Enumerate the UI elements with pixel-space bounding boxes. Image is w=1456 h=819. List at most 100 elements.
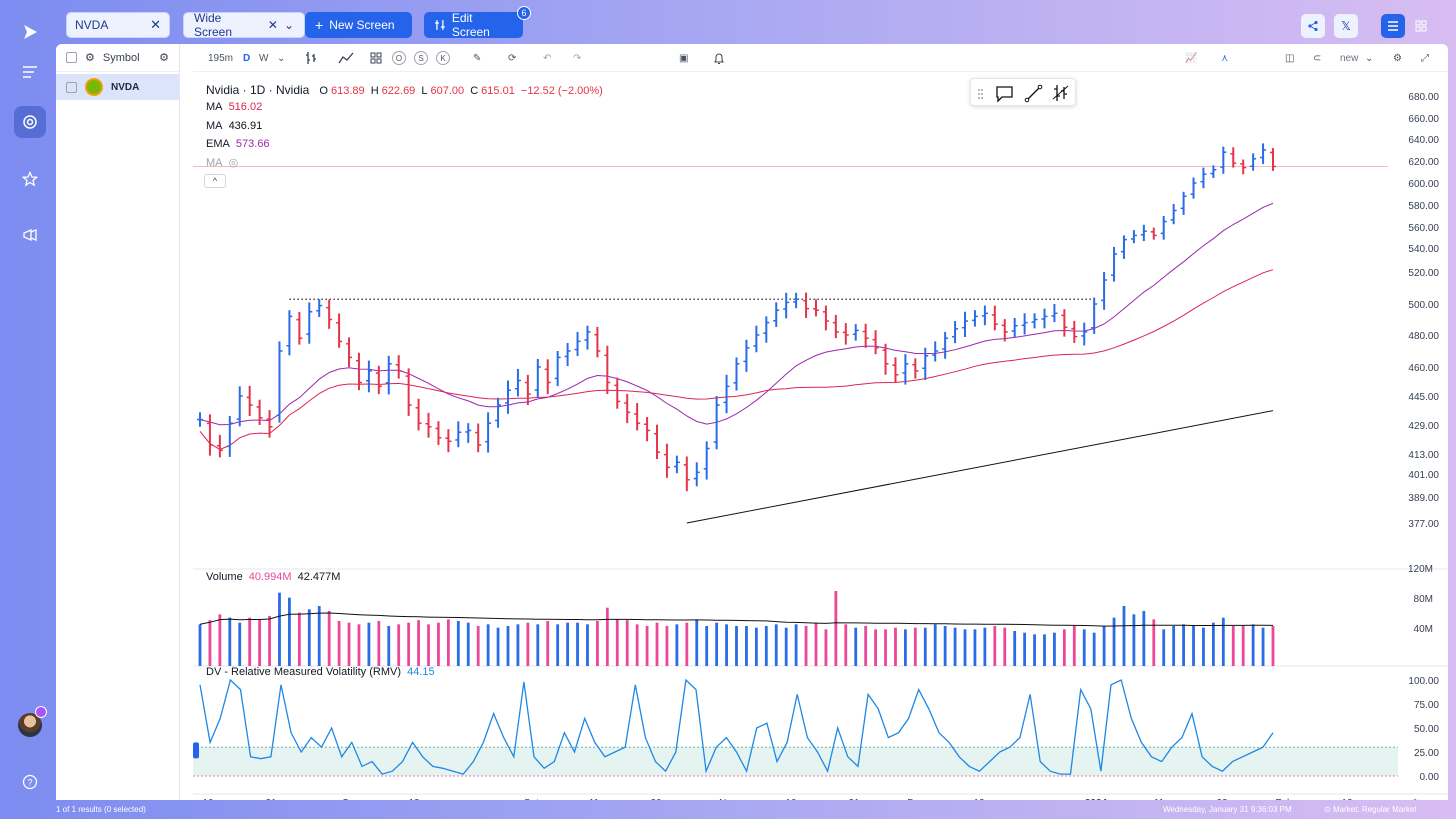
volume-bar xyxy=(278,592,281,666)
volume-bar xyxy=(1053,632,1056,666)
volume-bar xyxy=(665,626,669,666)
volume-bar xyxy=(1221,617,1225,666)
select-all-checkbox[interactable] xyxy=(66,52,77,63)
sliders-icon xyxy=(434,20,445,30)
compare-icon[interactable]: ⋏ xyxy=(1221,52,1229,64)
interval-195m[interactable]: 195m xyxy=(208,52,234,64)
fullscreen-icon[interactable]: ⤢ xyxy=(1421,52,1429,64)
volume-bar xyxy=(258,619,262,666)
price-tick-label: 500.00 xyxy=(1408,300,1439,311)
top-bar: NVDA ✕ Wide Screen ✕ ⌄ + New Screen Edit… xyxy=(56,0,1456,48)
legend-ma1: MA 516.02 xyxy=(206,101,265,113)
volume-bar xyxy=(596,621,599,666)
volume-bar xyxy=(715,622,719,666)
price-tick-label: 389.00 xyxy=(1408,493,1439,504)
settings-icon[interactable]: ⚙ xyxy=(85,52,95,64)
axis-settings-icon[interactable]: ⚙ xyxy=(1410,797,1420,800)
new-screen-button[interactable]: + New Screen xyxy=(305,12,412,38)
ohlc-tool-icon[interactable] xyxy=(1052,85,1069,101)
clear-icon[interactable]: ✕ xyxy=(150,17,161,32)
star-icon[interactable] xyxy=(14,163,46,195)
list-item[interactable]: NVDA xyxy=(56,74,179,100)
interval-weekly[interactable]: W xyxy=(259,52,269,64)
logo-play-icon[interactable] xyxy=(14,16,46,48)
folder-icon[interactable]: ⊂ xyxy=(1313,52,1322,64)
volume-bar xyxy=(725,624,728,666)
refresh-icon[interactable]: ⟳ xyxy=(508,52,517,64)
redo-icon[interactable]: ↷ xyxy=(573,52,582,64)
ma-slow-line xyxy=(686,410,1274,524)
comment-tool-icon[interactable] xyxy=(996,86,1013,103)
layout-icon[interactable]: ◫ xyxy=(1285,52,1295,64)
menu-icon[interactable] xyxy=(14,56,46,88)
interval-daily[interactable]: D xyxy=(243,52,251,64)
s-button[interactable]: S xyxy=(414,51,428,65)
rmv-legend: DV - Relative Measured Volatility (RMV) … xyxy=(206,666,438,678)
volume-bar xyxy=(536,624,540,666)
symbol-column-header[interactable]: Symbol xyxy=(102,51,140,64)
collapse-legend-button[interactable]: ^ xyxy=(204,174,226,188)
undo-icon[interactable]: ↶ xyxy=(543,52,552,64)
drag-handle-icon[interactable] xyxy=(978,89,983,99)
screen-select[interactable]: Wide Screen ✕ ⌄ xyxy=(183,11,305,39)
volume-bar xyxy=(397,624,401,666)
chevron-down-icon[interactable]: ⌄ xyxy=(283,18,294,32)
volume-bar xyxy=(327,611,331,666)
chart-settings-icon[interactable]: ⚙ xyxy=(1393,52,1402,64)
legend-ema-value: 573.66 xyxy=(235,138,270,150)
rmv-low-band xyxy=(193,747,1398,776)
rmv-scroll-handle[interactable] xyxy=(193,742,199,759)
volume-bar xyxy=(1271,626,1275,666)
volume-bar xyxy=(466,622,470,666)
chart-view-icon[interactable]: 📈 xyxy=(1185,52,1198,64)
symbol-input[interactable]: NVDA ✕ xyxy=(66,12,170,38)
market-status-label: Market: Regular Market xyxy=(1332,805,1417,814)
x-tick-label: Oct xyxy=(523,798,539,800)
screener-radar-icon[interactable] xyxy=(14,106,46,138)
calendar-icon[interactable]: ▣ xyxy=(679,52,689,64)
column-settings-icon[interactable]: ⚙ xyxy=(159,52,169,64)
templates-icon[interactable] xyxy=(370,50,382,66)
layout-chevron-icon[interactable]: ⌄ xyxy=(1365,52,1374,64)
grid-view-icon[interactable] xyxy=(1409,14,1433,38)
edit-screen-button[interactable]: Edit Screen 6 xyxy=(424,6,531,39)
volume-bar xyxy=(933,624,937,666)
volume-bar xyxy=(1182,624,1185,666)
volume-bar xyxy=(456,621,460,666)
x-tick-label: 20 xyxy=(650,798,662,800)
interval-dropdown-icon[interactable]: ⌄ xyxy=(277,52,286,64)
trendline-tool-icon[interactable] xyxy=(1024,84,1043,103)
layout-name-select[interactable]: new xyxy=(1340,52,1359,64)
eye-off-icon[interactable]: ◎ xyxy=(228,157,239,169)
list-view-icon[interactable] xyxy=(1381,14,1405,38)
eraser-icon[interactable]: ✎ xyxy=(473,52,482,64)
price-tick-label: 660.00 xyxy=(1408,114,1439,125)
volume-bar xyxy=(446,619,450,666)
volume-ma-value: 42.477M xyxy=(297,571,341,583)
price-tick-label: 640.00 xyxy=(1408,135,1439,146)
close-screen-icon[interactable]: ✕ xyxy=(267,18,278,32)
new-screen-label: New Screen xyxy=(329,18,395,32)
legend-ma3-hidden: MA ◎ xyxy=(206,156,241,169)
o-button[interactable]: O xyxy=(392,51,406,65)
rmv-line xyxy=(199,678,1274,775)
x-tick-label: 23 xyxy=(1216,798,1228,800)
volume-bar xyxy=(357,624,361,666)
volume-bar xyxy=(1251,624,1255,666)
row-checkbox[interactable] xyxy=(66,81,77,93)
megaphone-icon[interactable] xyxy=(14,219,46,251)
alert-bell-icon[interactable] xyxy=(713,50,725,66)
volume-bar xyxy=(268,616,271,666)
price-chart[interactable]: 680.00 660.00 640.00 620.00 600.00 580.00 560.… xyxy=(193,72,1448,800)
k-button[interactable]: K xyxy=(436,51,450,65)
x-twitter-icon[interactable]: 𝕏 xyxy=(1334,14,1358,38)
legend-h-label: H xyxy=(370,85,379,97)
volume-bar xyxy=(685,622,689,666)
bar-type-icon[interactable] xyxy=(304,50,318,66)
x-tick-label: Dec xyxy=(907,798,925,800)
share-icon[interactable] xyxy=(1301,14,1325,38)
help-icon[interactable]: ? xyxy=(14,766,46,798)
volume-bar xyxy=(297,612,301,666)
indicators-icon[interactable] xyxy=(338,50,354,66)
volume-bar xyxy=(546,621,550,666)
